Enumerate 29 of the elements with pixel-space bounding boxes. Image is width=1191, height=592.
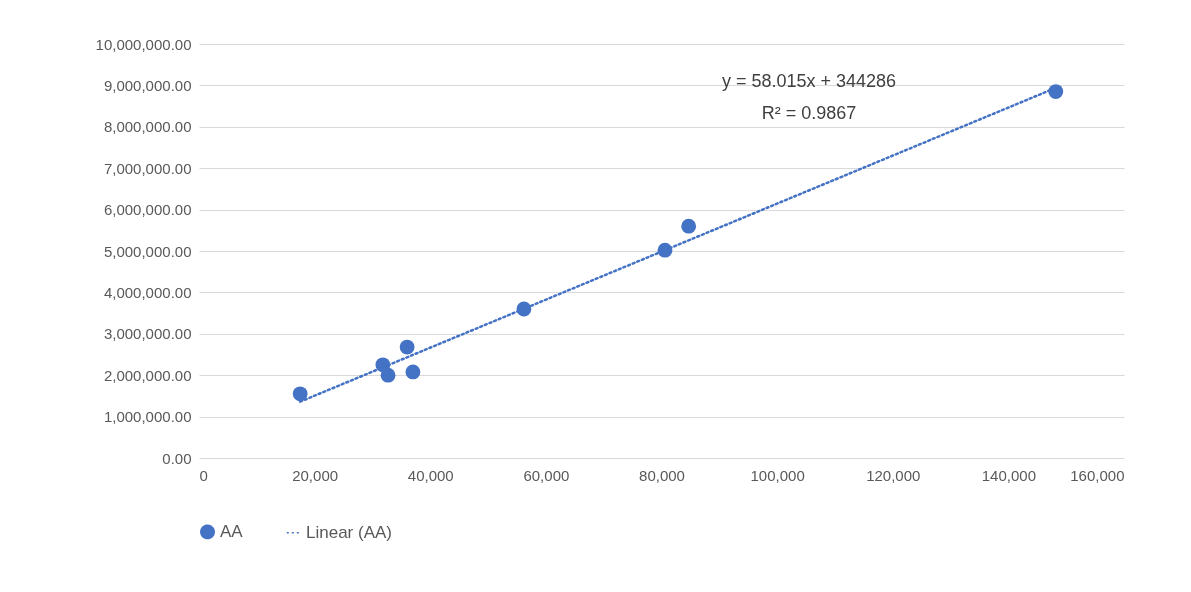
x-tick-label: 160,000 bbox=[1070, 466, 1125, 484]
point bbox=[292, 386, 308, 402]
x-tick-label: 80,000 bbox=[639, 466, 685, 484]
x-tick-label: 20,000 bbox=[292, 466, 339, 484]
point bbox=[380, 367, 396, 383]
y-tick-label: 10,000,000.00 bbox=[95, 35, 192, 53]
legend-label: AA bbox=[220, 521, 244, 541]
y-tick-label: 5,000,000.00 bbox=[103, 242, 192, 260]
y-tick-label: 2,000,000.00 bbox=[103, 366, 192, 384]
x-tick-label: 100,000 bbox=[750, 466, 805, 484]
y-tick-label: 9,000,000.00 bbox=[103, 76, 192, 94]
y-tick-label: 0.00 bbox=[162, 449, 192, 467]
point bbox=[399, 339, 415, 355]
y-tick-label: 1,000,000.00 bbox=[103, 408, 192, 426]
x-tick-label: 40,000 bbox=[407, 466, 454, 484]
y-tick-label: 8,000,000.00 bbox=[103, 118, 192, 136]
x-tick-label: 120,000 bbox=[866, 466, 921, 484]
point bbox=[405, 364, 421, 380]
x-tick-label: 140,000 bbox=[981, 466, 1036, 484]
point bbox=[681, 218, 697, 234]
x-tick-label: 0 bbox=[199, 466, 208, 484]
legend-label: Linear (AA) bbox=[306, 522, 392, 542]
annotation: R² = 0.9867 bbox=[761, 103, 857, 123]
annotation: y = 58.015x + 344286 bbox=[721, 71, 897, 91]
x-tick-label: 60,000 bbox=[523, 466, 570, 484]
y-tick-label: 4,000,000.00 bbox=[103, 283, 192, 301]
y-tick-label: 3,000,000.00 bbox=[103, 325, 192, 343]
y-tick-label: 6,000,000.00 bbox=[103, 201, 192, 219]
y-tick-label: 7,000,000.00 bbox=[103, 159, 192, 177]
